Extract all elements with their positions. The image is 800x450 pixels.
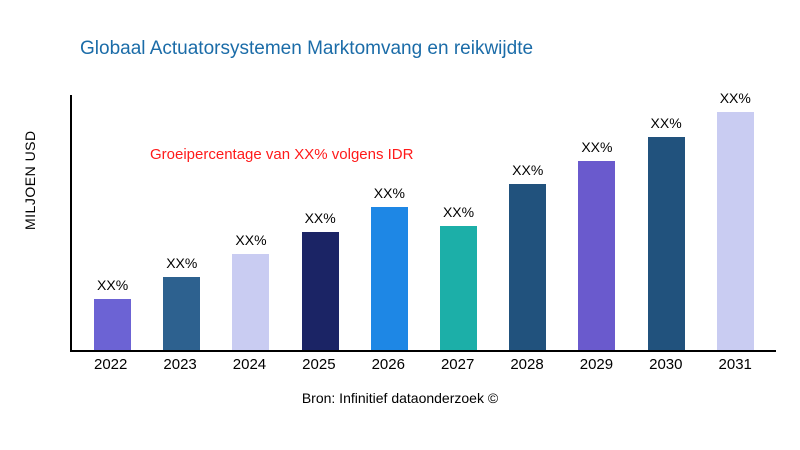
bar-2026 [370,207,408,350]
bar-group-2023: XX% [163,255,201,350]
bar-group-2030: XX% [647,115,685,350]
x-tick-2029: 2029 [579,356,614,373]
bar-value-label: XX% [166,255,198,271]
bar-value-label: XX% [719,90,751,106]
x-tick-2027: 2027 [440,356,475,373]
bar-group-2022: XX% [94,277,132,350]
bar-value-label: XX% [373,185,405,201]
source-note: Bron: Infinitief dataonderzoek © [301,390,499,406]
bar-group-2024: XX% [232,232,270,350]
bar-group-2027: XX% [440,204,478,350]
x-tick-2028: 2028 [510,356,544,373]
bar-group-2025: XX% [301,210,339,350]
bar-value-label: XX% [650,115,682,131]
bar-2022 [94,299,132,350]
bar-2028 [509,184,547,350]
bar-value-label: XX% [512,162,544,178]
x-tick-2022: 2022 [94,356,128,373]
x-tick-2024: 2024 [232,356,267,373]
bar-2027 [440,226,478,350]
bar-value-label: XX% [235,232,267,248]
x-tick-2031: 2031 [718,356,752,373]
x-tick-2023: 2023 [163,356,197,373]
bars: XX% XX% XX% XX% XX% XX% XX% XX% XX% XX% [72,90,776,350]
x-tick-2026: 2026 [371,356,405,373]
x-tick-2025: 2025 [302,356,336,373]
x-axis-labels: 2022 2023 2024 2025 2026 2027 2028 2029 2030 2031 [70,356,776,373]
bar-group-2028: XX% [509,162,547,350]
bar-group-2029: XX% [578,139,616,350]
bar-2024 [232,254,270,350]
bar-value-label: XX% [581,139,613,155]
x-tick-2030: 2030 [649,356,683,373]
growth-annotation: Groeipercentage van XX% volgens IDR [150,146,414,163]
bar-group-2031: XX% [716,90,754,350]
bar-2031 [716,112,754,350]
bar-2029 [578,161,616,350]
bar-value-label: XX% [442,204,475,220]
plot-area: XX% XX% XX% XX% XX% XX% XX% XX% XX% XX% [70,90,776,352]
bar-value-label: XX% [304,210,336,226]
bar-group-2026: XX% [370,185,408,350]
bar-value-label: XX% [97,277,129,293]
chart-title: Globaal Actuatorsystemen Marktomvang en … [80,38,534,59]
bar-2030 [647,137,685,350]
bar-2023 [163,277,201,350]
bar-2025 [301,232,339,350]
y-axis-title: MILJOEN USD [22,130,38,230]
